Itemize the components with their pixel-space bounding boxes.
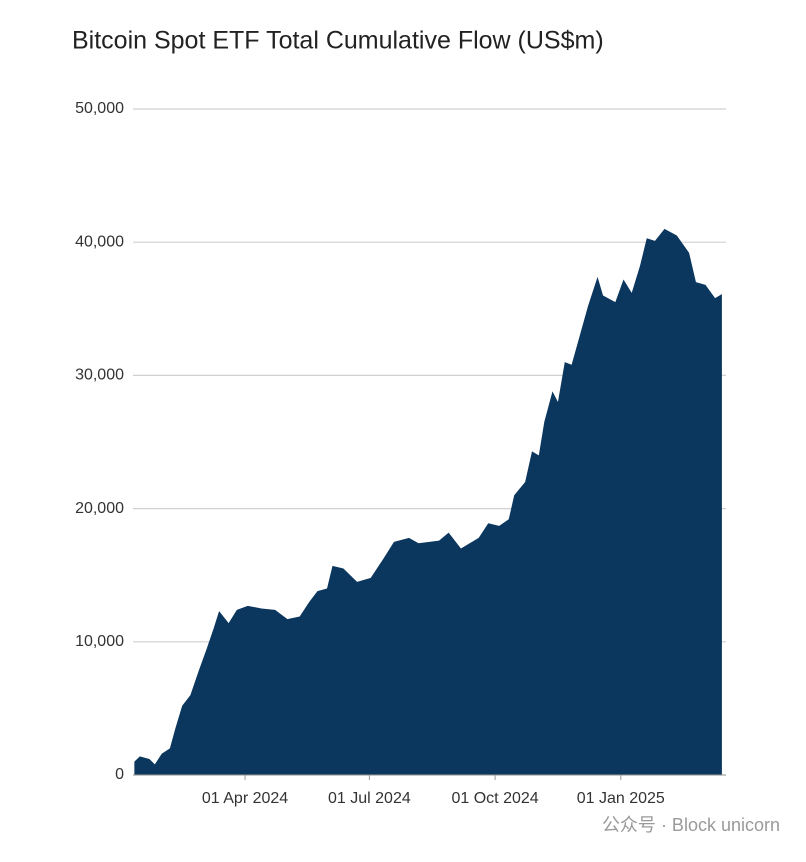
y-tick-label: 0: [115, 766, 124, 783]
watermark: 公众号 · Block unicorn: [602, 815, 780, 835]
y-tick-label: 50,000: [75, 100, 124, 117]
y-tick-label: 10,000: [75, 633, 124, 650]
area: [134, 228, 722, 775]
x-tick-label: 01 Jul 2024: [328, 790, 411, 807]
chart-title: Bitcoin Spot ETF Total Cumulative Flow (…: [72, 27, 604, 55]
x-tick-label: 01 Jan 2025: [577, 790, 665, 807]
y-tick-label: 40,000: [75, 233, 124, 250]
x-tick-label: 01 Oct 2024: [451, 790, 538, 807]
y-tick-label: 30,000: [75, 367, 124, 384]
x-tick-label: 01 Apr 2024: [202, 790, 288, 807]
y-tick-label: 20,000: [75, 500, 124, 517]
